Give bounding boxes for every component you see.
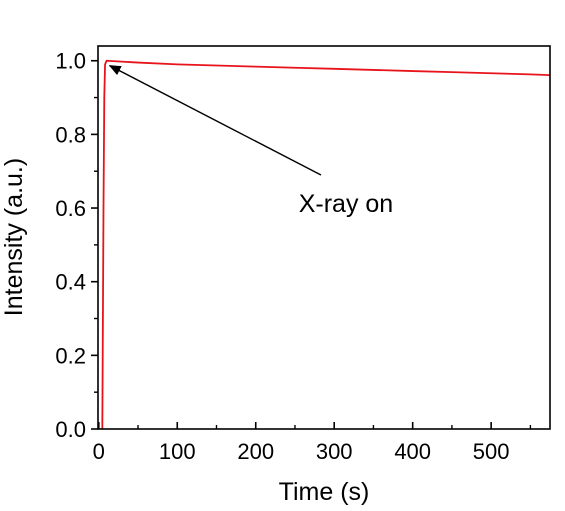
- annotation-text: X-ray on: [299, 190, 393, 218]
- y-tick-label: 0.6: [55, 196, 86, 221]
- plot-frame: [97, 45, 551, 430]
- x-axis-title: Time (s): [279, 478, 370, 506]
- y-axis-title: Intensity (a.u.): [0, 158, 28, 316]
- x-tick-label: 400: [394, 439, 431, 464]
- y-tick-label: 0.0: [55, 417, 86, 442]
- y-tick-label: 0.4: [55, 270, 86, 295]
- x-tick-label: 0: [93, 439, 105, 464]
- x-tick-label: 500: [473, 439, 510, 464]
- y-tick-label: 0.8: [55, 122, 86, 147]
- y-tick-label: 1.0: [55, 49, 86, 74]
- x-tick-label: 300: [316, 439, 353, 464]
- annotation-arrow: [108, 64, 322, 176]
- y-tick-label: 0.2: [55, 343, 86, 368]
- x-tick-label: 200: [237, 439, 274, 464]
- series-line: [101, 59, 551, 430]
- x-tick-label: 100: [159, 439, 196, 464]
